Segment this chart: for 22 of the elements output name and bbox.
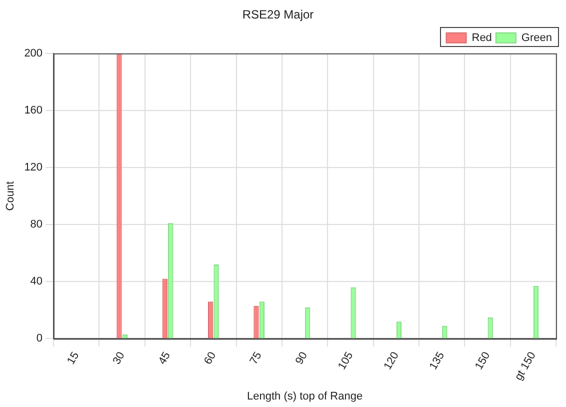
y-axis-title: Count: [4, 181, 17, 211]
x-tick-label: 135: [427, 350, 448, 372]
y-tick-label: 0: [36, 332, 43, 345]
y-tick-label: 120: [24, 162, 43, 174]
x-tick-label: gt 150: [512, 350, 538, 383]
x-axis-title: Length (s) top of Range: [246, 390, 363, 402]
x-tick-label: 45: [156, 350, 173, 367]
x-tick-label: 150: [473, 350, 493, 372]
legend-label: Green: [521, 32, 552, 44]
y-tick-label: 80: [30, 218, 43, 231]
y-tick-label: 40: [30, 276, 43, 288]
x-tick-label: 15: [65, 350, 82, 367]
legend-label: Red: [472, 32, 492, 44]
x-tick-label: 105: [336, 350, 356, 372]
x-tick-label: 30: [110, 350, 128, 367]
chart-title: RSE29 Major: [242, 8, 314, 22]
x-tick-label: 60: [202, 350, 219, 367]
x-tick-label: 90: [293, 350, 310, 367]
y-tick-label: 160: [24, 104, 43, 116]
x-tick-label: 120: [382, 350, 402, 372]
x-tick-label: 75: [248, 350, 264, 367]
y-tick-label: 200: [24, 47, 43, 60]
